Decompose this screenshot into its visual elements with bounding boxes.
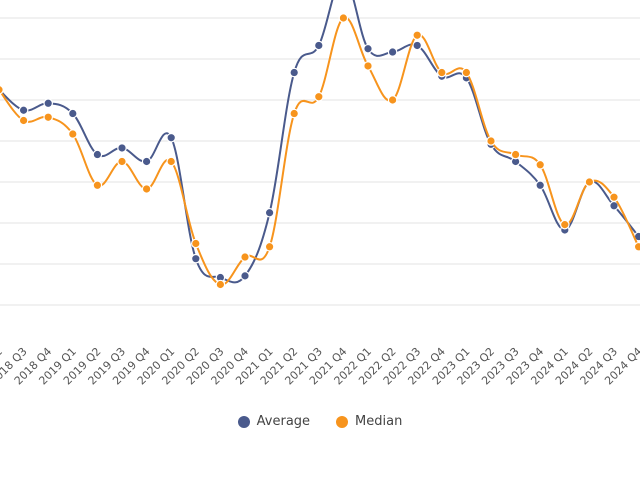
data-point-average[interactable]	[68, 108, 78, 119]
data-point-median[interactable]	[387, 95, 398, 105]
series-line-average	[0, 0, 640, 284]
data-point-median[interactable]	[486, 136, 496, 146]
data-point-median[interactable]	[436, 67, 447, 78]
data-point-average[interactable]	[289, 67, 299, 78]
data-point-average[interactable]	[92, 149, 103, 160]
data-point-median[interactable]	[166, 156, 176, 167]
data-point-average[interactable]	[387, 47, 398, 57]
data-point-median[interactable]	[559, 219, 570, 230]
data-point-average[interactable]	[166, 132, 176, 143]
data-point-average[interactable]	[117, 143, 127, 153]
legend-marker-average	[237, 415, 250, 428]
data-point-average[interactable]	[240, 271, 250, 281]
data-point-average[interactable]	[412, 40, 422, 51]
legend-label-average: Average	[256, 414, 311, 429]
data-point-median[interactable]	[461, 67, 472, 78]
data-point-median[interactable]	[584, 177, 595, 187]
legend-item-average[interactable]: Average	[237, 414, 311, 429]
data-point-median[interactable]	[338, 13, 349, 23]
data-point-average[interactable]	[191, 253, 201, 264]
data-point-median[interactable]	[289, 108, 299, 119]
data-point-median[interactable]	[191, 238, 201, 249]
data-point-average[interactable]	[535, 180, 545, 191]
data-point-average[interactable]	[43, 98, 53, 109]
data-point-average[interactable]	[18, 105, 29, 116]
series-layer	[0, 0, 640, 290]
data-point-median[interactable]	[215, 279, 226, 290]
data-point-median[interactable]	[141, 184, 152, 194]
data-point-median[interactable]	[412, 30, 422, 41]
legend-label-median: Median	[355, 414, 403, 429]
data-point-average[interactable]	[313, 40, 324, 51]
data-point-median[interactable]	[18, 115, 29, 126]
data-point-median[interactable]	[633, 241, 640, 252]
data-point-median[interactable]	[264, 241, 275, 252]
legend-marker-median	[336, 415, 349, 428]
data-point-median[interactable]	[92, 180, 103, 191]
data-point-median[interactable]	[0, 85, 4, 95]
data-point-median[interactable]	[117, 156, 127, 167]
series-median	[0, 13, 640, 290]
legend: Average Median	[0, 414, 640, 429]
data-point-median[interactable]	[43, 112, 53, 123]
legend-item-median[interactable]: Median	[336, 414, 402, 429]
data-point-average[interactable]	[264, 207, 275, 218]
data-point-median[interactable]	[313, 91, 324, 102]
data-point-median[interactable]	[535, 159, 545, 170]
data-point-median[interactable]	[68, 129, 78, 139]
data-point-median[interactable]	[363, 61, 373, 71]
data-point-average[interactable]	[363, 43, 373, 54]
data-point-median[interactable]	[240, 252, 250, 262]
data-point-median[interactable]	[510, 149, 521, 160]
data-point-median[interactable]	[609, 192, 619, 202]
data-point-average[interactable]	[141, 156, 152, 167]
